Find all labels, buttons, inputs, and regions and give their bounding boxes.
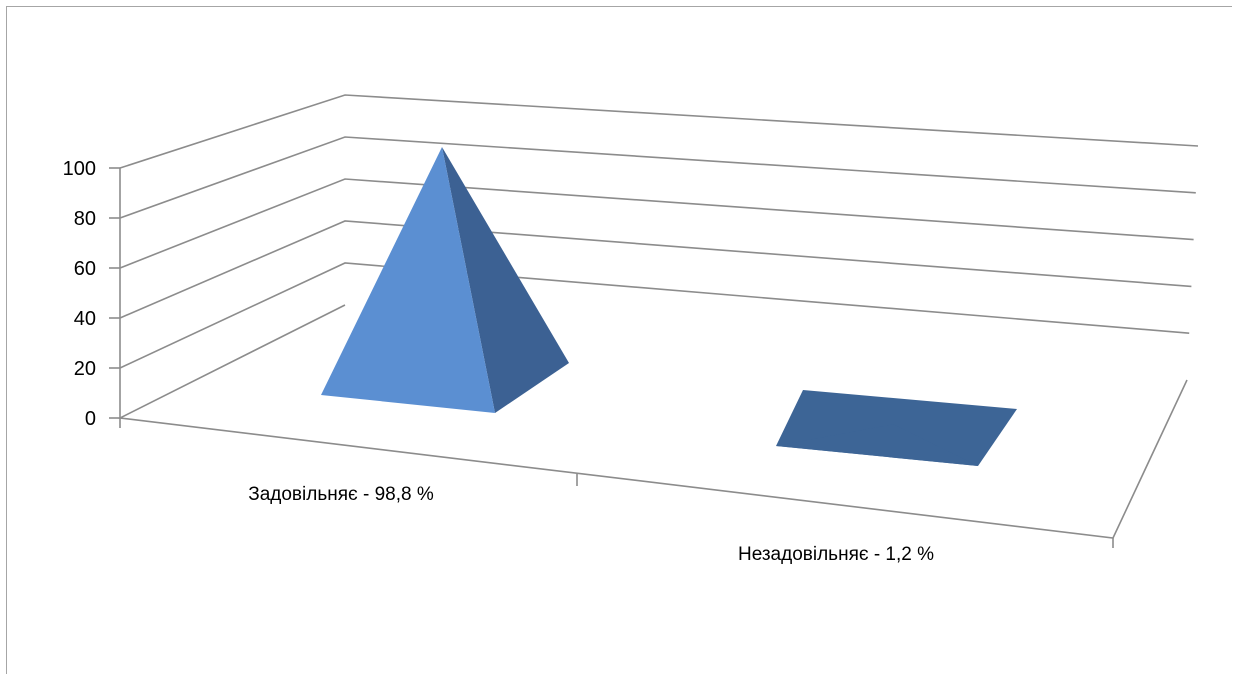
category-labels: Задовільняє - 98,8 % Незадовільняє - 1,2 … <box>248 484 934 565</box>
y-tick-label-40: 40 <box>74 308 96 330</box>
pyramid-front-1 <box>321 147 495 413</box>
gridline-100 <box>119 94 1199 169</box>
floor-outline <box>117 304 1188 539</box>
gridline-60 <box>119 178 1194 269</box>
gridline-20 <box>119 262 1190 369</box>
pyramid-side-1 <box>442 147 569 413</box>
y-tick-label-100: 100 <box>63 158 96 180</box>
y-tick-label-0: 0 <box>85 408 96 430</box>
chart-marks <box>321 147 1017 466</box>
pyramid-front-2 <box>776 424 978 466</box>
y-tick-label-60: 60 <box>74 258 96 280</box>
gridline-80 <box>119 136 1196 219</box>
gridlines <box>119 94 1199 369</box>
chart-frame <box>6 6 1232 674</box>
category-label-2: Незадовільняє - 1,2 % <box>738 544 934 565</box>
axes <box>117 168 1188 548</box>
y-tick-label-80: 80 <box>74 208 96 230</box>
y-tick-label-20: 20 <box>74 358 96 380</box>
category-label-1: Задовільняє - 98,8 % <box>248 484 434 505</box>
y-axis-ticks: 0 20 40 60 80 100 <box>63 158 120 430</box>
gridline-40 <box>119 220 1192 319</box>
